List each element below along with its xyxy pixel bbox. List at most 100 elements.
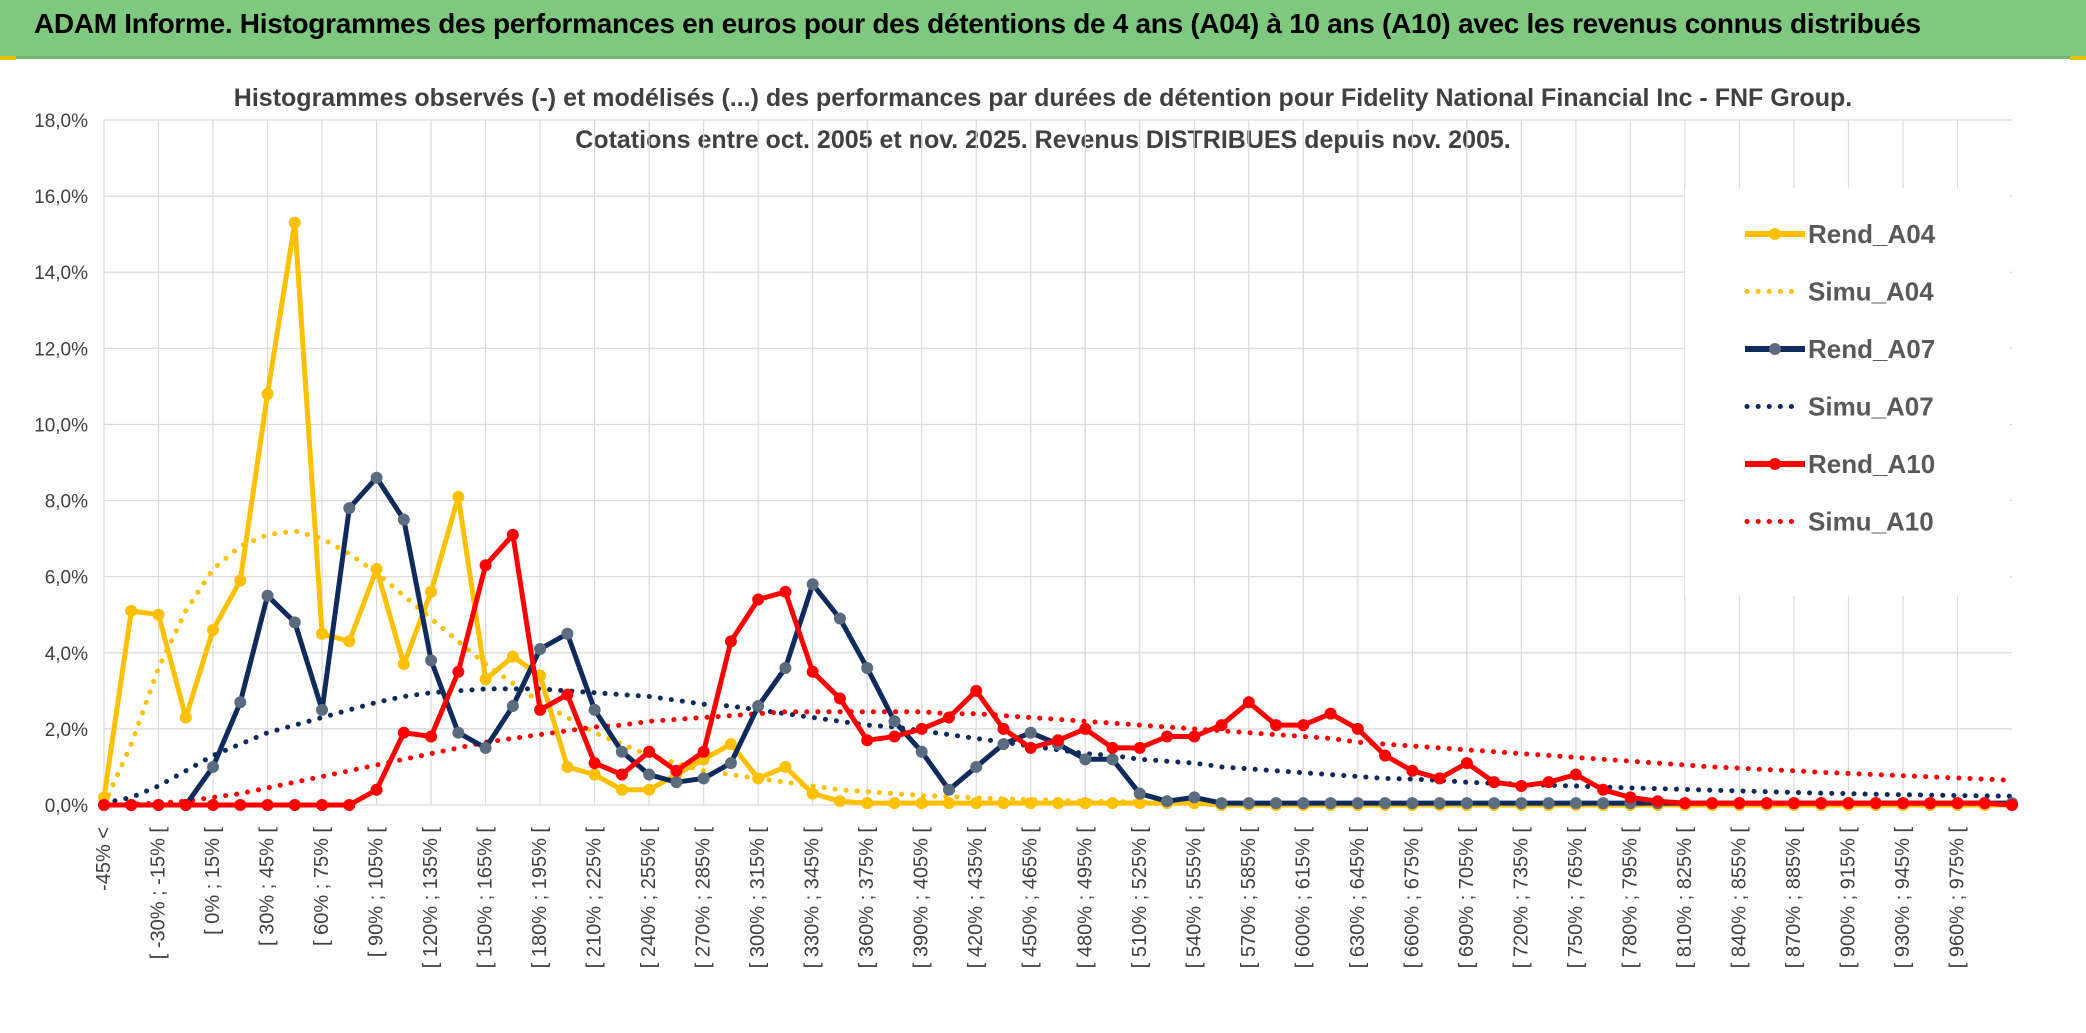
x-tick-label: -45% <: [93, 827, 115, 891]
data-point: [1842, 797, 1855, 810]
data-point: [316, 799, 329, 811]
legend-label-Simu_A10: Simu_A10: [1808, 507, 1934, 537]
x-tick-label: [ 510% ; 525% [: [1129, 827, 1151, 969]
data-point: [970, 797, 983, 810]
data-point: [1706, 797, 1719, 810]
data-point: [806, 578, 819, 591]
data-point: [1978, 797, 1991, 810]
data-point: [1079, 722, 1092, 735]
data-point: [1188, 730, 1201, 743]
legend-label-Rend_A07: Rend_A07: [1808, 334, 1935, 364]
data-point: [534, 703, 547, 716]
data-point: [833, 692, 846, 705]
data-point: [234, 696, 247, 709]
data-point: [1815, 797, 1828, 810]
data-point: [806, 665, 819, 678]
data-point: [1924, 797, 1937, 810]
data-point: [997, 797, 1010, 810]
data-point: [724, 757, 737, 770]
legend: Rend_A04 Simu_A04 Rend_A07 Simu_A07 Rend_A10…: [1685, 188, 2010, 596]
data-point: [397, 726, 410, 739]
data-point: [888, 730, 901, 743]
data-point: [370, 783, 383, 796]
data-point: [779, 760, 792, 773]
x-tick-label: [ 870% ; 885% [: [1783, 827, 1805, 969]
y-axis: 0,0% 2,0% 4,0% 6,0% 8,0% 10,0% 12,0% 14,0% 16,0%…: [34, 111, 88, 817]
data-point: [1460, 797, 1473, 810]
data-point: [316, 627, 329, 640]
y-tick-label: 14,0%: [34, 263, 88, 284]
data-point: [1215, 797, 1228, 810]
x-tick-label: [ 180% ; 195% [: [529, 827, 551, 969]
legend-label-Simu_A07: Simu_A07: [1808, 392, 1934, 422]
legend-label-Rend_A04: Rend_A04: [1808, 219, 1936, 249]
data-point: [1488, 797, 1501, 810]
x-tick-label: [ 660% ; 675% [: [1401, 827, 1423, 969]
x-tick-label: [ 60% ; 75% [: [311, 827, 333, 946]
data-point: [1733, 797, 1746, 810]
data-point: [997, 722, 1010, 735]
data-point: [1678, 797, 1691, 810]
x-tick-label: [ 330% ; 345% [: [802, 827, 824, 969]
x-tick-label: [ 150% ; 165% [: [475, 827, 497, 969]
data-point: [1624, 791, 1637, 804]
legend-marker-Rend_A04: [1769, 228, 1781, 240]
data-point: [1106, 741, 1119, 754]
data-point: [861, 662, 874, 674]
data-point: [261, 388, 274, 400]
data-point: [1951, 797, 1964, 810]
data-point: [1024, 741, 1037, 754]
x-tick-label: [ 450% ; 465% [: [1020, 827, 1042, 969]
data-point: [1215, 719, 1228, 732]
x-tick-label: [ 0% ; 15% [: [202, 827, 224, 935]
data-point: [970, 684, 983, 697]
data-point: [561, 760, 574, 773]
data-point: [1406, 764, 1419, 777]
legend-box: [1685, 188, 2010, 596]
data-point: [207, 760, 220, 773]
data-point: [615, 745, 628, 758]
data-point: [643, 783, 656, 796]
data-point: [1542, 776, 1555, 789]
header-banner: ADAM Informe. Histogrammes des performan…: [0, 0, 2086, 59]
data-point: [1351, 722, 1364, 735]
data-point: [316, 703, 329, 716]
data-point: [1515, 797, 1528, 810]
x-tick-label: [ 780% ; 795% [: [1619, 827, 1641, 969]
data-point: [1406, 797, 1419, 810]
x-tick-label: [ 30% ; 45% [: [257, 827, 279, 946]
data-point: [179, 711, 192, 724]
data-point: [479, 559, 492, 572]
page-title: ADAM Informe. Histogrammes des performan…: [34, 8, 1921, 39]
data-point: [152, 799, 165, 811]
data-point: [1052, 797, 1064, 810]
data-point: [1079, 753, 1092, 766]
data-point: [1133, 787, 1146, 800]
frame-corner-right: [2070, 56, 2086, 60]
data-point: [1488, 776, 1501, 789]
line-chart: 0,0% 2,0% 4,0% 6,0% 8,0% 10,0% 12,0% 14,0% 16,0%…: [34, 111, 2018, 969]
data-point: [261, 589, 274, 602]
y-tick-label: 12,0%: [34, 339, 88, 360]
x-tick-label: [ 420% ; 435% [: [965, 827, 987, 969]
data-point: [942, 797, 955, 810]
data-point: [1024, 726, 1037, 739]
data-point: [888, 797, 901, 810]
data-point: [506, 650, 519, 663]
x-tick-label: [ 930% ; 945% [: [1892, 827, 1914, 969]
data-point: [752, 593, 765, 606]
data-point: [288, 216, 301, 229]
data-point: [942, 711, 955, 724]
x-tick-label: [ 750% ; 765% [: [1565, 827, 1587, 969]
data-point: [506, 528, 519, 541]
data-point: [1651, 795, 1664, 808]
data-point: [1188, 791, 1201, 804]
data-point: [615, 768, 628, 781]
data-point: [752, 700, 765, 713]
data-point: [343, 502, 356, 515]
y-tick-label: 16,0%: [34, 187, 88, 208]
data-point: [397, 513, 410, 526]
y-tick-label: 18,0%: [34, 111, 88, 132]
data-point: [1433, 797, 1446, 810]
data-point: [588, 757, 601, 770]
